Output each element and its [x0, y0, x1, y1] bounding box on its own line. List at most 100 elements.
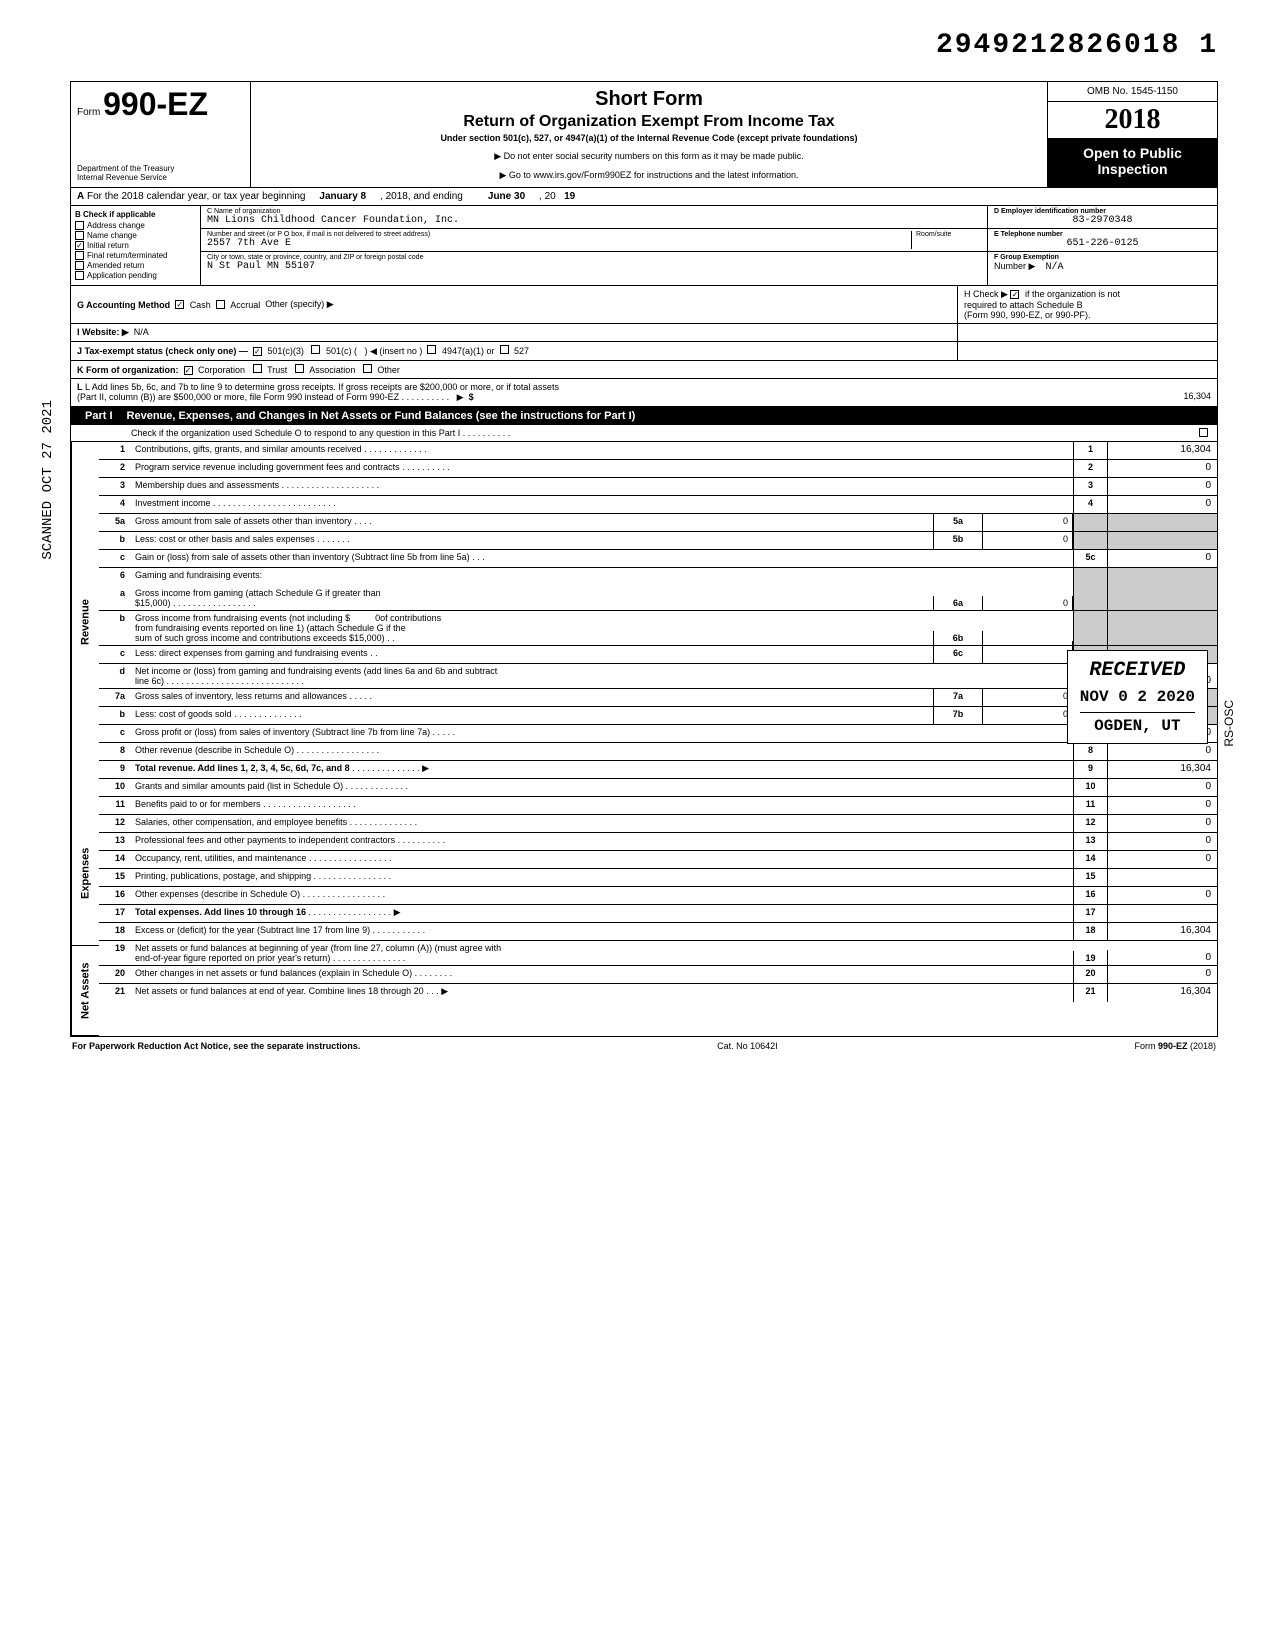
tel-value: 651-226-0125 [994, 238, 1211, 249]
chk-527[interactable] [500, 345, 509, 354]
l6a-shade [1073, 586, 1107, 610]
l19-num: 19 [99, 941, 131, 965]
l19-box: 19 [1073, 951, 1107, 965]
l5c-num: c [99, 550, 131, 567]
l10-desc: Grants and similar amounts paid (list in… [135, 781, 343, 791]
l10-box: 10 [1073, 779, 1107, 796]
open-line1: Open to Public [1050, 145, 1215, 161]
l6b-shade [1073, 611, 1107, 645]
l5a-sub: 5a [933, 514, 983, 531]
part1-label: Part I [79, 410, 119, 422]
l4-num: 4 [99, 496, 131, 513]
chk-accrual[interactable] [216, 300, 225, 309]
open-line2: Inspection [1050, 161, 1215, 177]
l18-num: 18 [99, 923, 131, 940]
l13-desc: Professional fees and other payments to … [135, 835, 395, 845]
h-text1: H Check ▶ [964, 289, 1008, 299]
l-text1: L Add lines 5b, 6c, and 7b to line 9 to … [85, 382, 559, 392]
l9-num: 9 [99, 761, 131, 778]
rs-osc-stamp: RS-OSC [1222, 700, 1236, 747]
row-a-mid: , 2018, and ending [380, 191, 463, 202]
l14-num: 14 [99, 851, 131, 868]
h-text3: required to attach Schedule B [964, 300, 1083, 310]
l17-num: 17 [99, 905, 131, 922]
l20-num: 20 [99, 966, 131, 983]
l2-val: 0 [1107, 460, 1217, 477]
lbl-cash: Cash [190, 300, 211, 310]
l6a-desc2: $15,000) [135, 598, 171, 608]
chk-address-change[interactable] [75, 221, 84, 230]
l-text2: (Part II, column (B)) are $500,000 or mo… [77, 392, 399, 402]
l5a-subval: 0 [983, 514, 1073, 531]
form-header: Form 990-EZ Department of the Treasury I… [71, 82, 1217, 188]
check-o-text: Check if the organization used Schedule … [131, 428, 460, 438]
chk-final-return[interactable] [75, 251, 84, 260]
dept-line2: Internal Revenue Service [77, 174, 244, 183]
lbl-accrual: Accrual [230, 300, 260, 310]
l9-box: 9 [1073, 761, 1107, 778]
l7b-sub: 7b [933, 707, 983, 724]
lbl-other-org: Other [377, 365, 400, 375]
l11-num: 11 [99, 797, 131, 814]
line-12: 12 Salaries, other compensation, and emp… [99, 815, 1217, 833]
l7b-num: b [99, 707, 131, 724]
l8-box: 8 [1073, 743, 1107, 760]
chk-trust[interactable] [253, 364, 262, 373]
chk-cash[interactable]: ✓ [175, 300, 184, 309]
row-i: I Website: ▶ N/A [71, 324, 1217, 342]
l18-box: 18 [1073, 923, 1107, 940]
l6b-desc1: Gross income from fundraising events (no… [135, 613, 350, 623]
lbl-corp: Corporation [198, 365, 245, 375]
name-label: C Name of organization [207, 208, 981, 215]
chk-schedule-b[interactable]: ✓ [1010, 290, 1019, 299]
l11-val: 0 [1107, 797, 1217, 814]
chk-assoc[interactable] [295, 364, 304, 373]
group-label: F Group Exemption [994, 254, 1211, 261]
line-6c: c Less: direct expenses from gaming and … [99, 646, 1217, 664]
l-arrow: ▶ [457, 392, 464, 402]
l17-desc: Total expenses. Add lines 10 through 16 [135, 907, 306, 917]
goto-link: ▶ Go to www.irs.gov/Form990EZ for instru… [261, 170, 1037, 181]
l3-val: 0 [1107, 478, 1217, 495]
l6a-sub: 6a [933, 596, 983, 610]
chk-501c3[interactable]: ✓ [253, 347, 262, 356]
l21-num: 21 [99, 984, 131, 1002]
dept-treasury: Department of the Treasury Internal Reve… [77, 165, 244, 183]
chk-schedule-o[interactable] [1199, 428, 1208, 437]
l5c-box: 5c [1073, 550, 1107, 567]
l5b-desc: Less: cost or other basis and sales expe… [135, 534, 315, 544]
h-text2: if the organization is not [1025, 289, 1120, 299]
l2-box: 2 [1073, 460, 1107, 477]
row-gh: G Accounting Method ✓ Cash Accrual Other… [71, 286, 1217, 324]
col-b-header: B Check if applicable [75, 210, 196, 219]
doc-id-number: 2949212826018 1 [70, 30, 1218, 61]
l16-box: 16 [1073, 887, 1107, 904]
chk-amended[interactable] [75, 261, 84, 270]
chk-name-change[interactable] [75, 231, 84, 240]
footer: For Paperwork Reduction Act Notice, see … [70, 1037, 1218, 1055]
l5b-num: b [99, 532, 131, 549]
line-16: 16 Other expenses (describe in Schedule … [99, 887, 1217, 905]
chk-app-pending[interactable] [75, 271, 84, 280]
l1-num: 1 [99, 442, 131, 459]
l15-box: 15 [1073, 869, 1107, 886]
lbl-assoc: Association [309, 365, 355, 375]
chk-other-org[interactable] [363, 364, 372, 373]
col-b-checkboxes: B Check if applicable Address change Nam… [71, 206, 201, 285]
chk-501c[interactable] [311, 345, 320, 354]
line-21: 21 Net assets or fund balances at end of… [99, 984, 1217, 1002]
chk-4947[interactable] [427, 345, 436, 354]
check-schedule-o: Check if the organization used Schedule … [71, 425, 1217, 442]
line-18: 18 Excess or (deficit) for the year (Sub… [99, 923, 1217, 941]
side-netassets: Net Assets [71, 946, 99, 1036]
l6c-sub: 6c [933, 646, 983, 663]
line-8: 8 Other revenue (describe in Schedule O)… [99, 743, 1217, 761]
line-5c: c Gain or (loss) from sale of assets oth… [99, 550, 1217, 568]
group-value: N/A [1045, 262, 1063, 273]
l12-box: 12 [1073, 815, 1107, 832]
received-stamp: RECEIVED NOV 0 2 2020 OGDEN, UT [1067, 650, 1208, 744]
chk-initial-return[interactable]: ✓ [75, 241, 84, 250]
chk-corp[interactable]: ✓ [184, 366, 193, 375]
g-label: G Accounting Method [77, 300, 170, 310]
l7a-desc: Gross sales of inventory, less returns a… [135, 691, 347, 701]
